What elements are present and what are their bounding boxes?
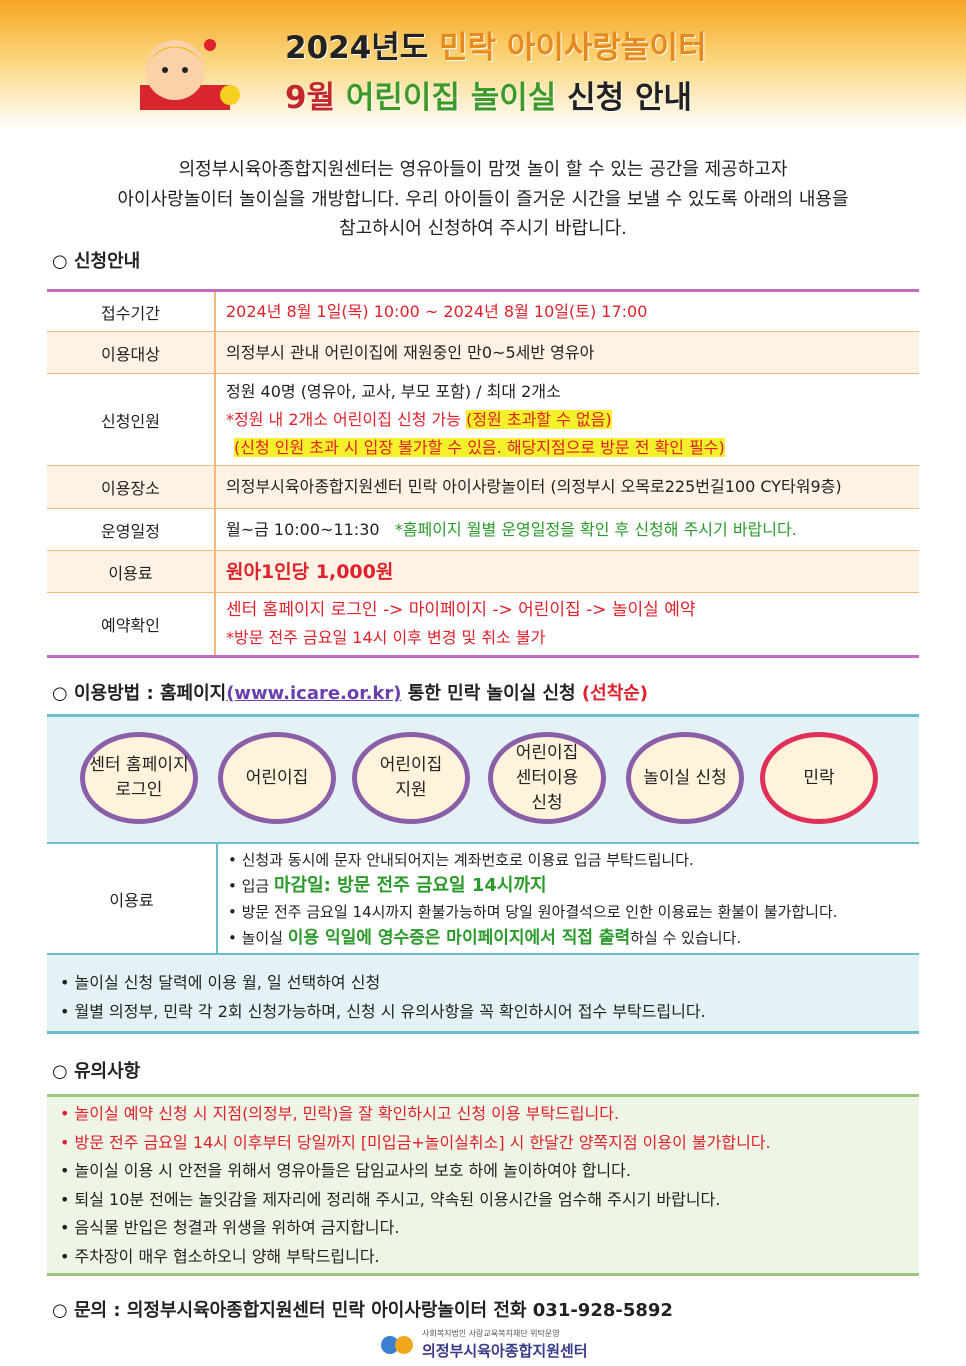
caution-item: • 퇴실 10분 전에는 놀잇감을 제자리에 정리해 주시고, 약속된 이용시간… — [60, 1189, 721, 1209]
table-row: 이용료 원아1인당 1,000원 — [47, 551, 919, 593]
title-notice: 신청 안내 — [567, 80, 692, 116]
heading-text: (선착순) — [581, 683, 649, 704]
fee-item: • 방문 전주 금요일 14시까지 환불가능하며 당일 원아결석으로 인한 이용… — [228, 903, 838, 921]
step-text: 센터 홈페이지 — [89, 755, 189, 775]
caution-list: • 놀이실 예약 신청 시 지점(의정부, 민락)을 잘 확인하시고 신청 이용… — [60, 1100, 771, 1272]
step-text: 신청 — [531, 792, 563, 813]
section-heading: ○ 신청안내 — [52, 251, 141, 272]
step-text: 지원 — [395, 780, 427, 800]
fee-item: • 신청과 동시에 문자 안내되어지는 계좌번호로 이용료 입금 부탁드립니다. — [228, 851, 694, 869]
title-month: 9월 — [285, 80, 336, 116]
row-text: 의정부시육아종합지원센터 민락 아이사랑놀이터 (의정부시 오목로225번길10… — [226, 477, 842, 496]
step-text: 놀이실 신청 — [643, 767, 727, 788]
row-text: 정원 40명 (영유아, 교사, 부모 포함) / 최대 2개소 — [226, 381, 561, 401]
fee-box — [47, 842, 919, 955]
logo-sub: 사회복지법인 사랑교육복지재단 위탁운영 — [422, 1329, 560, 1338]
caution-item: • 음식물 반입은 청결과 위생을 위하여 금지합니다. — [60, 1218, 400, 1238]
caution-item: • 놀이실 예약 신청 시 지점(의정부, 민락)을 잘 확인하시고 신청 이용… — [60, 1104, 620, 1123]
title-line2: 9월 어린이집 놀이실 신청 안내 — [285, 72, 692, 117]
mascot — [140, 39, 240, 110]
caution-item: • 주차장이 매우 협소하오니 양해 부탁드립니다. — [60, 1246, 380, 1266]
section-heading: ○ 유의사항 — [52, 1061, 141, 1082]
note-list: • 놀이실 신청 달력에 이용 월, 일 선택하여 신청 • 월별 의정부, 민… — [60, 968, 706, 1026]
step-text: 어린이집 — [245, 767, 309, 788]
row-text: 월~금 10:00~11:30 — [226, 519, 380, 539]
row-label: 이용대상 — [47, 332, 216, 373]
contact: ○ 문의 : 의정부시육아종합지원센터 민락 아이사랑놀이터 전화 031-92… — [52, 1300, 673, 1321]
step-circle: 민락 — [760, 732, 878, 824]
fee-item: 하실 수 있습니다. — [630, 929, 742, 947]
fee-list: • 신청과 동시에 문자 안내되어지는 계좌번호로 이용료 입금 부탁드립니다.… — [228, 847, 838, 951]
heading-text: 통한 민락 놀이실 신청 — [407, 683, 576, 704]
row-label: 예약확인 — [47, 593, 216, 655]
divider — [216, 844, 218, 953]
intro-line: 참고하시어 신청하여 주시기 바랍니다. — [339, 218, 627, 239]
fee-label: 이용료 — [109, 890, 154, 910]
row-label: 이용장소 — [47, 466, 216, 508]
title-place: 민락 아이사랑놀이터 — [439, 30, 707, 66]
table-row: 이용대상 의정부시 관내 어린이집에 재원중인 만0~5세반 영유아 — [47, 332, 919, 374]
title-year: 2024년도 — [285, 30, 429, 66]
row-label: 접수기간 — [47, 292, 216, 331]
step-text: 어린이집 — [379, 755, 443, 775]
title-line1: 2024년도 민락 아이사랑놀이터 — [285, 22, 707, 67]
row-text: *방문 전주 금요일 14시 이후 변경 및 취소 불가 — [226, 628, 546, 647]
row-content: 의정부시 관내 어린이집에 재원중인 만0~5세반 영유아 — [216, 332, 604, 373]
intro-line: 아이사랑놀이터 놀이실을 개방합니다. 우리 아이들이 즐거운 시간을 보낼 수… — [117, 189, 849, 210]
rule — [47, 289, 919, 292]
step-circle: 어린이집 — [218, 732, 336, 824]
rule — [47, 655, 919, 658]
table-row: 접수기간 2024년 8월 1일(목) 10:00 ~ 2024년 8월 10일(… — [47, 292, 919, 332]
step-text: 민락 — [803, 767, 835, 788]
row-text: 2024년 8월 1일(목) 10:00 ~ 2024년 8월 10일(토) 1… — [226, 301, 648, 321]
table-row: 예약확인 센터 홈페이지 로그인 -> 마이페이지 -> 어린이집 -> 놀이실 … — [47, 593, 919, 655]
row-text: 의정부시 관내 어린이집에 재원중인 만0~5세반 영유아 — [226, 342, 595, 362]
row-text: *정원 내 2개소 어린이집 신청 가능 — [226, 409, 461, 429]
section-heading: ○ 이용방법 : 홈페이지(www.icare.or.kr) 통한 민락 놀이실… — [52, 679, 648, 705]
step-text: 센터이용 — [515, 767, 579, 788]
heading-link: (www.icare.or.kr) — [226, 683, 402, 704]
row-content: 2024년 8월 1일(목) 10:00 ~ 2024년 8월 10일(토) 1… — [216, 292, 657, 331]
intro-line: 의정부시육아종합지원센터는 영유아들이 맘껏 놀이 할 수 있는 공간을 제공하… — [178, 159, 788, 180]
heading-text: ○ 이용방법 : 홈페이지 — [52, 683, 227, 704]
fee-item: 이용 익일에 영수증은 마이페이지에서 직접 출력 — [287, 928, 631, 948]
row-content: 정원 40명 (영유아, 교사, 부모 포함) / 최대 2개소 *정원 내 2개… — [216, 374, 735, 465]
note-item: • 놀이실 신청 달력에 이용 월, 일 선택하여 신청 — [60, 973, 381, 992]
table-row: 이용장소 의정부시육아종합지원센터 민락 아이사랑놀이터 (의정부시 오목로225… — [47, 466, 919, 509]
table-row: 운영일정 월~금 10:00~11:30 *홈페이지 월별 운영일정을 확인 후 … — [47, 509, 919, 551]
logo-name: 의정부시육아종합지원센터 — [422, 1342, 588, 1360]
logo-mark — [381, 1336, 413, 1354]
title-room: 어린이집 놀이실 — [345, 80, 557, 116]
row-text: (정원 초과할 수 없음) — [466, 409, 612, 429]
row-text: 센터 홈페이지 로그인 -> 마이페이지 -> 어린이집 -> 놀이실 예약 — [226, 600, 696, 620]
caution-item: • 놀이실 이용 시 안전을 위해서 영유아들은 담임교사의 보호 하에 놀이하… — [60, 1161, 631, 1181]
fee-item: 마감일: 방문 전주 금요일 14시까지 — [273, 875, 547, 896]
row-label: 이용료 — [47, 551, 216, 592]
note-item: • 월별 의정부, 민락 각 2회 신청가능하며, 신청 시 유의사항을 꼭 확… — [60, 1002, 706, 1021]
row-text: 원아1인당 1,000원 — [226, 560, 394, 583]
table-row: 신청인원 정원 40명 (영유아, 교사, 부모 포함) / 최대 2개소 *정원 … — [47, 374, 919, 466]
step-circle: 놀이실 신청 — [626, 732, 744, 824]
row-content: 원아1인당 1,000원 — [216, 551, 403, 592]
step-text: 어린이집 — [515, 742, 579, 763]
row-text: *홈페이지 월별 운영일정을 확인 후 신청해 주시기 바랍니다. — [394, 519, 797, 539]
row-label: 신청인원 — [47, 374, 216, 465]
fee-item: • 입금 — [228, 877, 274, 895]
caution-item: • 방문 전주 금요일 14시 이후부터 당일까지 [미입금+놀이실취소] 시 … — [60, 1132, 771, 1152]
row-content: 센터 홈페이지 로그인 -> 마이페이지 -> 어린이집 -> 놀이실 예약 *방… — [216, 593, 706, 655]
row-text: (신청 인원 초과 시 입장 불가할 수 있음. 해당지점으로 방문 전 확인 … — [234, 437, 725, 457]
row-content: 의정부시육아종합지원센터 민락 아이사랑놀이터 (의정부시 오목로225번길10… — [216, 466, 852, 508]
step-text: 로그인 — [115, 780, 163, 800]
row-content: 월~금 10:00~11:30 *홈페이지 월별 운영일정을 확인 후 신청해 … — [216, 509, 807, 550]
caution-box — [47, 1094, 919, 1276]
fee-item: • 놀이실 — [228, 929, 288, 947]
row-label: 운영일정 — [47, 509, 216, 550]
